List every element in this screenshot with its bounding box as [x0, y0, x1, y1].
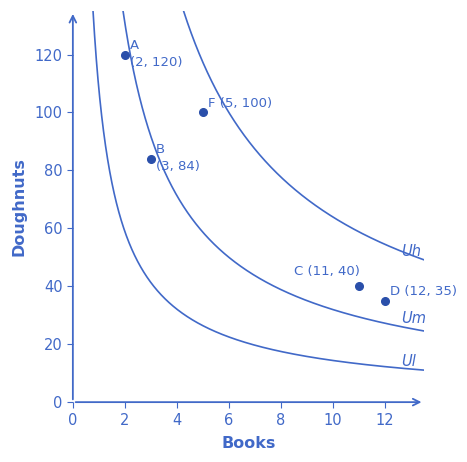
Text: Uh: Uh — [401, 244, 421, 259]
Text: D (12, 35): D (12, 35) — [390, 285, 457, 298]
Text: F (5, 100): F (5, 100) — [208, 97, 272, 109]
Text: Ul: Ul — [401, 354, 416, 369]
Text: B: B — [156, 143, 165, 156]
Text: C (11, 40): C (11, 40) — [294, 265, 360, 278]
Text: Um: Um — [401, 310, 426, 326]
Y-axis label: Doughnuts: Doughnuts — [11, 157, 26, 256]
Text: A: A — [130, 39, 139, 52]
Text: (2, 120): (2, 120) — [130, 56, 182, 69]
X-axis label: Books: Books — [221, 436, 276, 451]
Text: (3, 84): (3, 84) — [156, 160, 199, 173]
